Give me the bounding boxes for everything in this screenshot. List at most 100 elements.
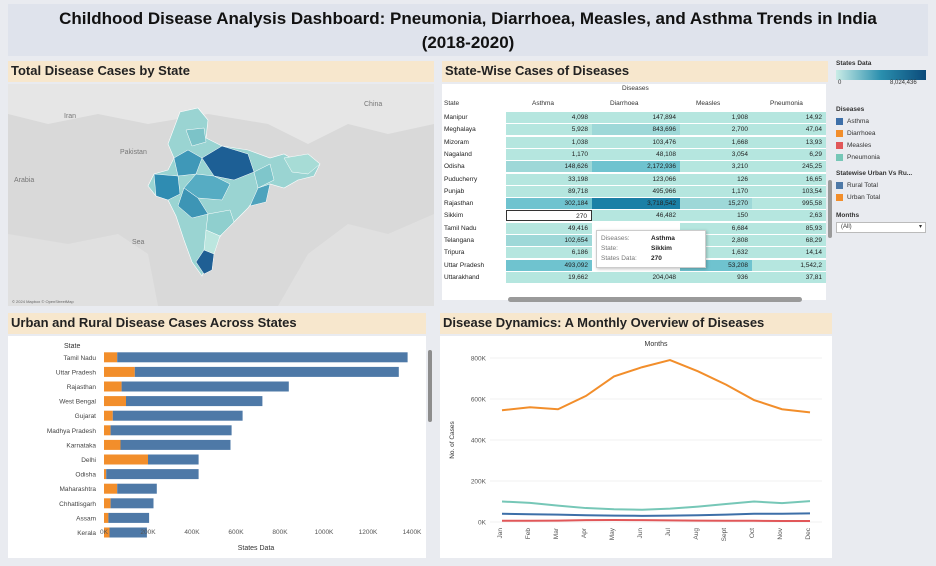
table-cell[interactable]: 33,198 — [506, 173, 592, 185]
line-series-measles[interactable] — [502, 518, 810, 522]
table-cell[interactable]: 48,108 — [592, 148, 680, 160]
table-cell[interactable]: 37,81 — [752, 271, 826, 283]
table-cell[interactable]: 16,65 — [752, 173, 826, 185]
line-series-diarrhoea[interactable] — [501, 358, 811, 414]
table-cell[interactable]: 3,210 — [680, 161, 752, 173]
table-cell[interactable]: 103,476 — [592, 136, 680, 148]
legend-swatch — [836, 129, 843, 137]
bar-segment[interactable] — [104, 527, 110, 538]
table-cell[interactable]: 6,684 — [680, 222, 752, 234]
urban-rural-legend-item[interactable]: Rural Total — [836, 180, 932, 192]
table-cell[interactable]: 14,92 — [752, 112, 826, 123]
bar-segment[interactable] — [108, 512, 150, 523]
bar-segment[interactable] — [120, 439, 231, 450]
disease-legend-item[interactable]: Diarrhoea — [836, 128, 932, 140]
table-cell[interactable]: 1,908 — [680, 112, 752, 123]
disease-legend-item[interactable]: Asthma — [836, 116, 932, 128]
bar-segment[interactable] — [104, 396, 126, 407]
line-series-pneumonia[interactable] — [501, 500, 811, 511]
line-series-asthma[interactable] — [501, 512, 811, 517]
bar-category-label: Odisha — [75, 472, 96, 479]
table-cell[interactable]: 4,098 — [506, 112, 592, 123]
table-cell[interactable]: 14,14 — [752, 247, 826, 259]
bar-segment[interactable] — [104, 498, 111, 509]
table-cell[interactable]: 150 — [680, 210, 752, 222]
table-cell[interactable]: 2,172,936 — [592, 161, 680, 173]
bar-segment[interactable] — [117, 352, 408, 363]
bar-segment[interactable] — [121, 381, 289, 392]
india-map[interactable]: Iran Pakistan Arabia Sea China © 2024 Ma… — [8, 84, 434, 306]
table-vertical-scrollbar[interactable] — [828, 180, 832, 238]
table-horizontal-scrollbar[interactable] — [508, 297, 802, 302]
bar-segment[interactable] — [104, 454, 148, 465]
bar-segment[interactable] — [126, 396, 263, 407]
table-cell[interactable]: 13,93 — [752, 136, 826, 148]
disease-legend-item[interactable]: Pneumonia — [836, 152, 932, 164]
table-cell[interactable]: 302,184 — [506, 198, 592, 210]
table-cell[interactable]: 102,654 — [506, 235, 592, 246]
table-cell[interactable]: 2,63 — [752, 210, 826, 222]
bar-segment[interactable] — [104, 366, 135, 377]
bar-segment[interactable] — [110, 425, 232, 436]
table-cell[interactable]: 995,58 — [752, 198, 826, 210]
bar-segment[interactable] — [148, 454, 199, 465]
table-cell[interactable] — [592, 222, 680, 234]
bar-chart-scrollbar[interactable] — [428, 350, 432, 422]
table-cell[interactable]: 47,04 — [752, 124, 826, 136]
table-cell[interactable]: 3,718,542 — [592, 198, 680, 210]
table-cell[interactable]: 1,170 — [680, 185, 752, 197]
legend-swatch — [836, 117, 843, 125]
table-cell[interactable]: 49,416 — [506, 222, 592, 234]
bar-segment[interactable] — [106, 469, 199, 480]
table-cell[interactable]: 204,048 — [592, 271, 680, 283]
table-cell[interactable]: 6,29 — [752, 148, 826, 160]
table-cell[interactable]: 68,29 — [752, 235, 826, 246]
table-cell[interactable]: 5,928 — [506, 124, 592, 136]
bar-segment[interactable] — [104, 512, 109, 523]
table-cell[interactable]: 270 — [506, 210, 592, 222]
table-cell[interactable]: 6,186 — [506, 247, 592, 259]
bar-segment[interactable] — [109, 527, 147, 538]
table-cell[interactable]: 53,208 — [680, 259, 752, 271]
bar-segment[interactable] — [112, 410, 243, 421]
bar-segment[interactable] — [104, 381, 122, 392]
bar-segment[interactable] — [104, 352, 118, 363]
bar-segment[interactable] — [104, 439, 121, 450]
table-cell[interactable]: 19,662 — [506, 271, 592, 283]
urban-rural-legend-item[interactable]: Urban Total — [836, 192, 932, 204]
bar-segment[interactable] — [104, 469, 107, 480]
table-cell[interactable]: 126 — [680, 173, 752, 185]
bar-segment[interactable] — [134, 366, 399, 377]
table-cell[interactable]: 85,93 — [752, 222, 826, 234]
state-disease-table[interactable]: Diseases State Asthma Diarrhoea Measles … — [442, 84, 826, 300]
table-cell[interactable]: 843,696 — [592, 124, 680, 136]
table-cell[interactable]: 147,894 — [592, 112, 680, 123]
table-cell[interactable]: 148,626 — [506, 161, 592, 173]
table-cell[interactable]: 1,668 — [680, 136, 752, 148]
bar-chart[interactable]: State Tamil Nadu Uttar Pradesh Rajasthan Wes… — [8, 336, 426, 558]
table-cell[interactable]: 2,700 — [680, 124, 752, 136]
bar-segment[interactable] — [110, 498, 154, 509]
bar-segment[interactable] — [117, 483, 157, 494]
table-cell[interactable]: 89,718 — [506, 185, 592, 197]
table-cell[interactable]: 495,966 — [592, 185, 680, 197]
table-cell[interactable]: 493,092 — [506, 259, 592, 271]
bar-segment[interactable] — [104, 410, 113, 421]
table-cell[interactable]: 123,066 — [592, 173, 680, 185]
table-cell[interactable]: 1,170 — [506, 148, 592, 160]
table-cell[interactable]: 1,038 — [506, 136, 592, 148]
table-cell[interactable]: 103,54 — [752, 185, 826, 197]
table-cell[interactable]: 245,25 — [752, 161, 826, 173]
months-filter-dropdown[interactable]: (All) ▾ — [836, 222, 926, 233]
table-cell[interactable]: 3,054 — [680, 148, 752, 160]
table-cell[interactable]: 2,808 — [680, 235, 752, 246]
table-cell[interactable]: 1,542,2 — [752, 259, 826, 271]
bar-segment[interactable] — [104, 425, 111, 436]
line-chart[interactable]: Months 0K 200K 400K 600K 800K No. of Cases Jan F… — [440, 336, 832, 558]
table-cell[interactable]: 936 — [680, 271, 752, 283]
table-cell[interactable]: 46,482 — [592, 210, 680, 222]
disease-legend-item[interactable]: Measles — [836, 140, 932, 152]
table-cell[interactable]: 15,270 — [680, 198, 752, 210]
bar-segment[interactable] — [104, 483, 118, 494]
table-cell[interactable]: 1,632 — [680, 247, 752, 259]
